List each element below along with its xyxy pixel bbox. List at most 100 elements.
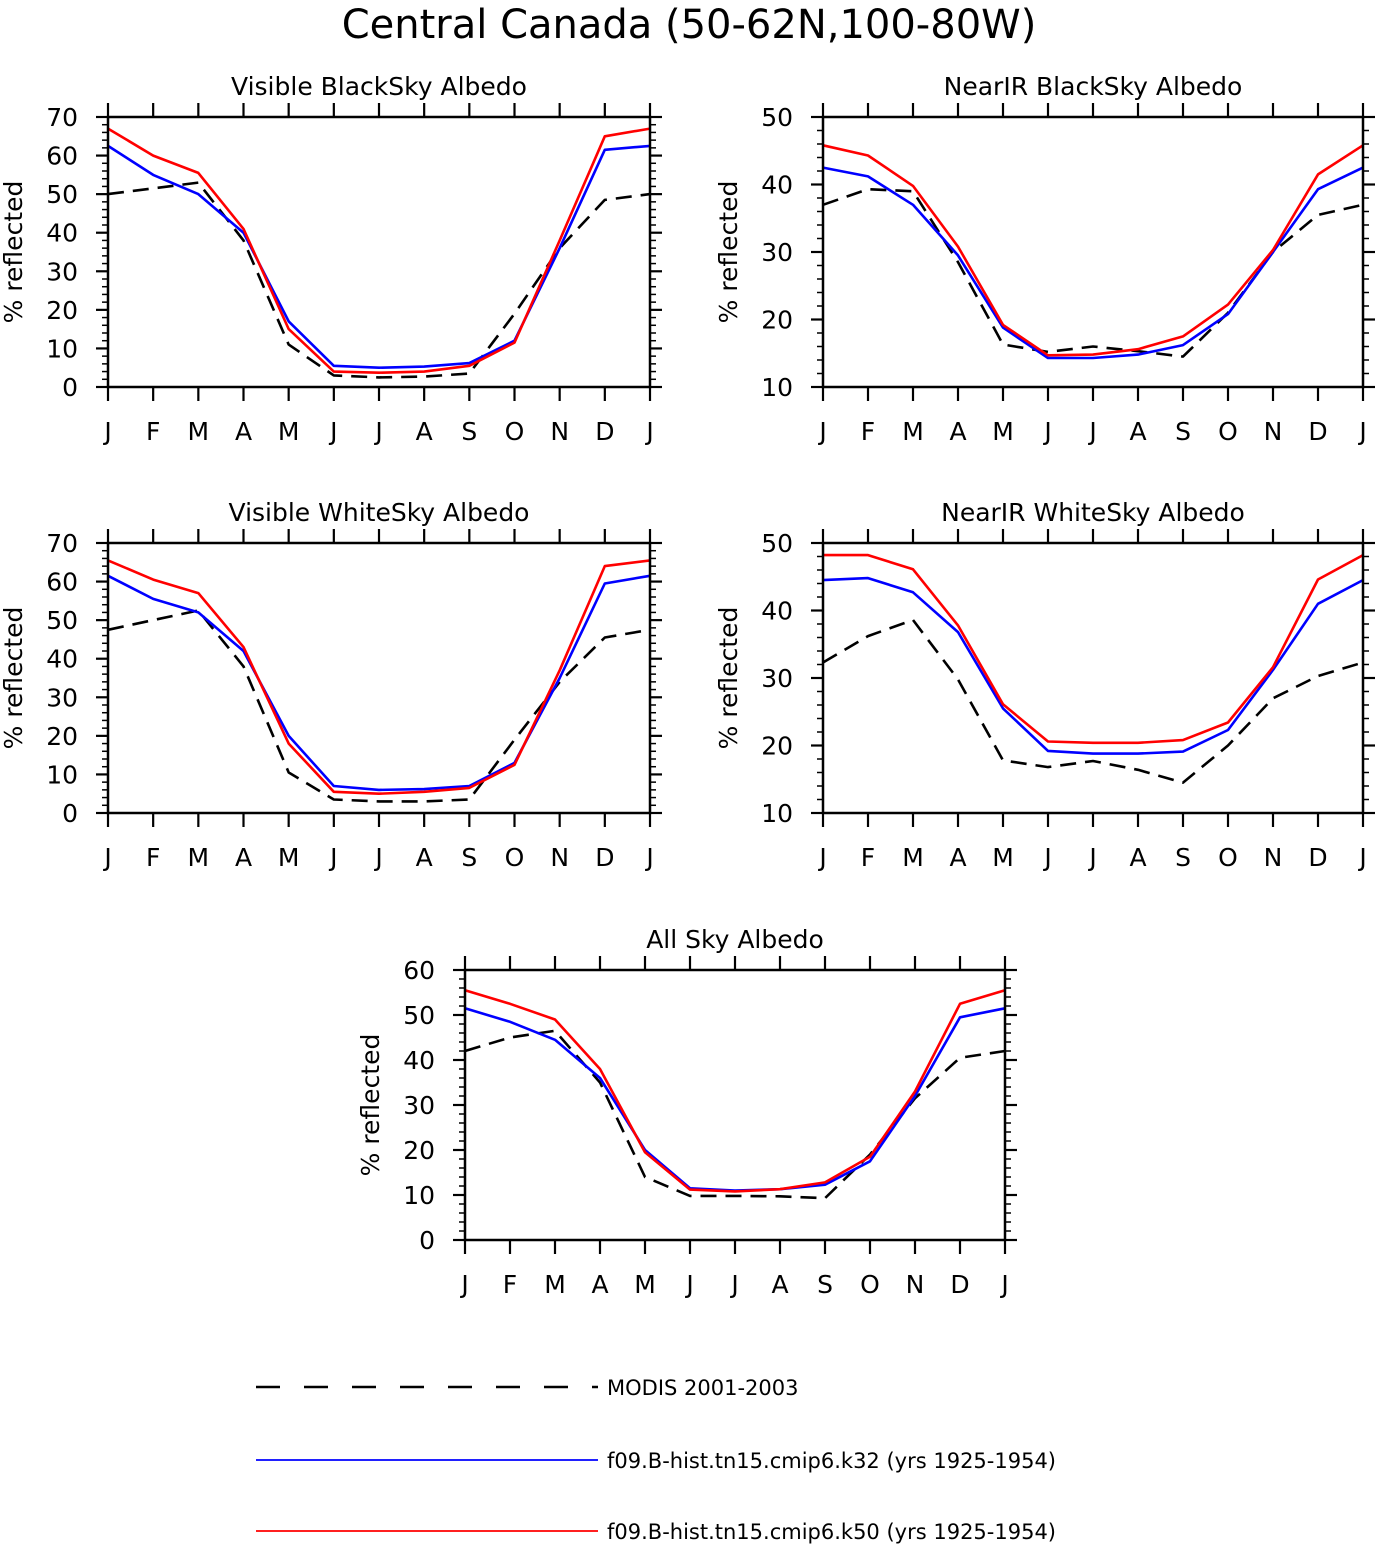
x-tick-label: M	[278, 843, 300, 872]
x-tick-label: F	[861, 417, 875, 446]
series-line-k32	[464, 1007, 1006, 1192]
x-tick-label: J	[102, 417, 111, 446]
x-tick-label: J	[328, 417, 337, 446]
x-tick-label: A	[591, 1270, 608, 1299]
series-line-modis	[107, 609, 651, 803]
panel-title: NearIR BlackSky Albedo	[944, 72, 1243, 101]
panel-title: Visible BlackSky Albedo	[231, 72, 527, 101]
x-tick-label: M	[634, 1270, 656, 1299]
y-tick-label: 30	[46, 683, 78, 712]
y-tick-label: 20	[46, 296, 78, 325]
x-tick-label: J	[1087, 843, 1096, 872]
y-tick-label: 0	[419, 1226, 435, 1255]
x-tick-label: J	[817, 843, 826, 872]
x-tick-label: A	[235, 417, 252, 446]
x-tick-label: A	[235, 843, 252, 872]
y-tick-label: 70	[46, 103, 78, 132]
x-tick-label: M	[902, 417, 924, 446]
x-tick-label: D	[595, 843, 614, 872]
x-tick-label: J	[729, 1270, 738, 1299]
x-tick-label: N	[1264, 417, 1283, 446]
x-tick-label: N	[550, 417, 569, 446]
x-tick-label: J	[644, 843, 653, 872]
x-tick-label: A	[1129, 417, 1146, 446]
x-tick-label: J	[1087, 417, 1096, 446]
x-tick-label: O	[505, 417, 525, 446]
x-tick-label: J	[102, 843, 111, 872]
x-tick-label: A	[949, 843, 966, 872]
figure-title: Central Canada (50-62N,100-80W)	[342, 2, 1037, 48]
plot-frame	[106, 541, 652, 815]
x-tick-label: N	[550, 843, 569, 872]
series-line-k50	[823, 553, 1364, 745]
y-tick-label: 20	[761, 306, 793, 335]
x-tick-label: F	[503, 1270, 517, 1299]
y-tick-label: 10	[761, 373, 793, 402]
x-tick-label: S	[461, 417, 477, 446]
plot-frame	[106, 115, 652, 389]
x-tick-label: F	[146, 843, 160, 872]
x-tick-label: M	[188, 417, 210, 446]
x-tick-label: O	[860, 1270, 880, 1299]
x-tick-label: D	[595, 417, 614, 446]
y-tick-label: 50	[46, 606, 78, 635]
x-tick-label: M	[992, 843, 1014, 872]
y-tick-label: 10	[46, 760, 78, 789]
x-tick-label: A	[949, 417, 966, 446]
x-tick-label: M	[902, 843, 924, 872]
y-tick-label: 30	[761, 238, 793, 267]
y-tick-label: 60	[46, 568, 78, 597]
y-tick-label: 10	[46, 334, 78, 363]
y-tick-label: 40	[403, 1046, 435, 1075]
y-tick-label: 40	[46, 219, 78, 248]
series-line-modis	[107, 181, 651, 379]
y-tick-label: 0	[62, 373, 78, 402]
x-tick-label: S	[817, 1270, 833, 1299]
x-tick-label: J	[1042, 417, 1051, 446]
series-line-modis	[822, 187, 1364, 358]
series-line-k32	[822, 576, 1364, 755]
x-tick-label: N	[906, 1270, 925, 1299]
y-tick-label: 70	[46, 529, 78, 558]
x-tick-label: A	[1129, 843, 1146, 872]
y-axis-label: % reflected	[0, 607, 28, 750]
y-tick-label: 30	[761, 664, 793, 693]
y-tick-label: 50	[761, 103, 793, 132]
series-line-modis	[822, 618, 1364, 784]
x-tick-label: A	[416, 417, 433, 446]
y-tick-label: 30	[46, 257, 78, 286]
legend-label: f09.B-hist.tn15.cmip6.k50 (yrs 1925-1954…	[607, 1520, 1056, 1544]
y-tick-label: 60	[403, 956, 435, 985]
y-tick-label: 30	[403, 1091, 435, 1120]
x-tick-label: O	[505, 843, 525, 872]
y-tick-label: 20	[46, 722, 78, 751]
y-axis-label: % reflected	[714, 607, 743, 750]
x-tick-label: O	[1218, 417, 1238, 446]
x-tick-label: D	[1308, 417, 1327, 446]
x-tick-label: S	[461, 843, 477, 872]
y-tick-label: 40	[761, 171, 793, 200]
x-tick-label: J	[1357, 417, 1366, 446]
x-tick-label: J	[373, 843, 382, 872]
x-tick-label: F	[146, 417, 160, 446]
y-tick-label: 50	[46, 180, 78, 209]
y-axis-label: % reflected	[0, 181, 28, 324]
panel-title: All Sky Albedo	[646, 925, 824, 954]
x-tick-label: M	[544, 1270, 566, 1299]
y-axis-label: % reflected	[356, 1034, 385, 1177]
y-tick-label: 40	[46, 645, 78, 674]
y-tick-label: 10	[761, 799, 793, 828]
x-tick-label: F	[861, 843, 875, 872]
x-tick-label: O	[1218, 843, 1238, 872]
y-tick-label: 20	[403, 1136, 435, 1165]
series-line-k32	[107, 574, 651, 792]
y-tick-label: 20	[761, 732, 793, 761]
x-tick-label: S	[1175, 843, 1191, 872]
x-tick-label: J	[1357, 843, 1366, 872]
